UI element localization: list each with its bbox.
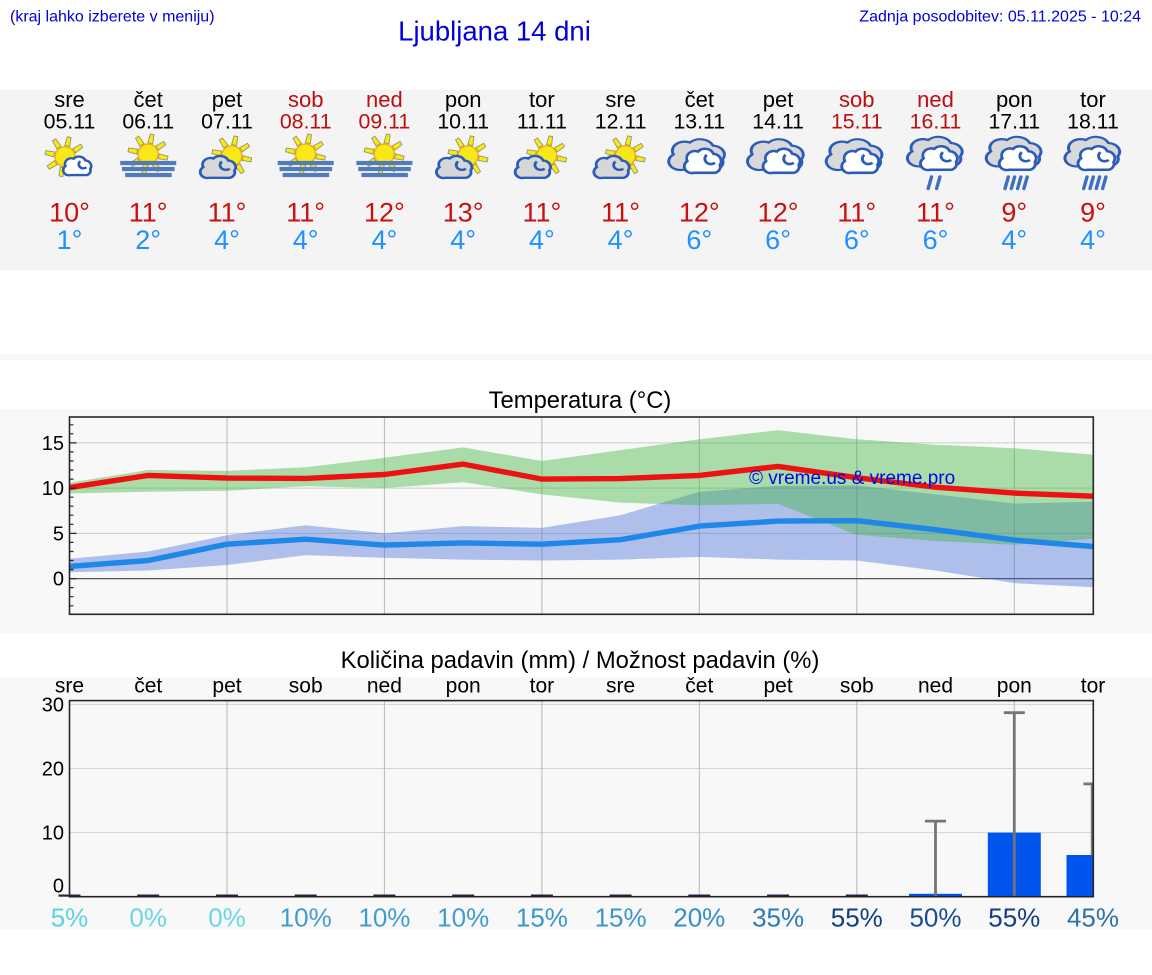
svg-text:9°: 9° [1001, 197, 1027, 227]
svg-text:6°: 6° [844, 225, 870, 255]
svg-text:čet: čet [685, 87, 714, 112]
svg-text:ned: ned [917, 87, 954, 112]
svg-text:55%: 55% [831, 903, 883, 933]
svg-text:pet: pet [212, 87, 243, 112]
svg-text:10: 10 [42, 823, 64, 845]
svg-text:20: 20 [42, 759, 64, 781]
svg-text:tor: tor [530, 675, 555, 698]
svg-text:10°: 10° [49, 197, 90, 227]
svg-text:sre: sre [605, 87, 636, 112]
svg-text:ned: ned [918, 675, 953, 698]
svg-text:13.11: 13.11 [673, 109, 725, 133]
svg-text:11°: 11° [601, 197, 640, 227]
svg-text:15: 15 [42, 433, 64, 455]
svg-text:Količina padavin (mm) / Možnos: Količina padavin (mm) / Možnost padavin … [341, 647, 820, 674]
svg-text:Ljubljana 14 dni: Ljubljana 14 dni [398, 16, 591, 47]
svg-text:pon: pon [997, 675, 1032, 698]
svg-text:Temperatura (°C): Temperatura (°C) [489, 387, 672, 414]
svg-text:10: 10 [42, 478, 64, 500]
svg-text:sre: sre [55, 675, 84, 698]
svg-text:0%: 0% [129, 903, 167, 933]
svg-text:4°: 4° [293, 225, 319, 255]
svg-text:ned: ned [366, 87, 403, 112]
svg-text:čet: čet [134, 675, 162, 698]
svg-text:(kraj lahko izberete v meniju): (kraj lahko izberete v meniju) [10, 9, 215, 26]
svg-text:4°: 4° [1001, 225, 1027, 255]
svg-text:45%: 45% [1067, 903, 1119, 933]
svg-text:07.11: 07.11 [201, 109, 253, 133]
svg-text:čet: čet [134, 87, 163, 112]
svg-text:35%: 35% [752, 903, 804, 933]
svg-text:6°: 6° [923, 225, 949, 255]
svg-text:20%: 20% [673, 903, 725, 933]
svg-text:5%: 5% [51, 903, 89, 933]
svg-text:12°: 12° [364, 197, 405, 227]
svg-text:pon: pon [996, 87, 1033, 112]
svg-text:pon: pon [446, 675, 481, 698]
svg-text:© vreme.us & vreme.pro: © vreme.us & vreme.pro [749, 468, 955, 489]
svg-text:sre: sre [606, 675, 635, 698]
svg-text:sob: sob [288, 87, 323, 112]
svg-text:06.11: 06.11 [122, 109, 174, 133]
svg-text:14.11: 14.11 [752, 109, 804, 133]
svg-text:4°: 4° [1080, 225, 1106, 255]
svg-text:pet: pet [212, 675, 241, 698]
svg-text:6°: 6° [686, 225, 712, 255]
svg-text:pet: pet [763, 87, 794, 112]
svg-text:12°: 12° [758, 197, 799, 227]
svg-text:11°: 11° [522, 197, 561, 227]
svg-text:6°: 6° [765, 225, 791, 255]
svg-text:4°: 4° [608, 225, 634, 255]
svg-text:15%: 15% [595, 903, 647, 933]
svg-text:17.11: 17.11 [988, 109, 1040, 133]
svg-text:0: 0 [53, 569, 64, 591]
svg-text:11°: 11° [286, 197, 325, 227]
svg-text:4°: 4° [529, 225, 555, 255]
svg-text:čet: čet [685, 675, 713, 698]
svg-text:15.11: 15.11 [831, 109, 883, 133]
svg-text:10%: 10% [358, 903, 410, 933]
svg-text:4°: 4° [450, 225, 476, 255]
svg-text:11.11: 11.11 [517, 109, 567, 133]
svg-text:tor: tor [529, 87, 555, 112]
svg-text:15%: 15% [516, 903, 568, 933]
svg-text:18.11: 18.11 [1067, 109, 1119, 133]
svg-text:08.11: 08.11 [280, 109, 332, 133]
svg-text:05.11: 05.11 [44, 109, 96, 133]
svg-text:sre: sre [54, 87, 85, 112]
svg-text:13°: 13° [443, 197, 484, 227]
svg-text:11°: 11° [837, 197, 876, 227]
svg-text:11°: 11° [208, 197, 247, 227]
svg-text:10.11: 10.11 [437, 109, 489, 133]
svg-text:10%: 10% [280, 903, 332, 933]
svg-text:4°: 4° [371, 225, 397, 255]
svg-text:10%: 10% [437, 903, 489, 933]
svg-text:30: 30 [42, 694, 64, 716]
svg-text:sob: sob [289, 675, 323, 698]
svg-text:pon: pon [445, 87, 482, 112]
svg-text:09.11: 09.11 [359, 109, 411, 133]
svg-text:11°: 11° [129, 197, 168, 227]
svg-text:12°: 12° [679, 197, 720, 227]
svg-text:0: 0 [53, 876, 64, 898]
svg-text:ned: ned [367, 675, 402, 698]
svg-text:11°: 11° [916, 197, 955, 227]
svg-text:50%: 50% [909, 903, 961, 933]
svg-text:16.11: 16.11 [910, 109, 962, 133]
svg-text:2°: 2° [135, 225, 161, 255]
svg-text:4°: 4° [214, 225, 240, 255]
svg-text:5: 5 [53, 523, 64, 545]
svg-text:0%: 0% [208, 903, 246, 933]
svg-text:pet: pet [763, 675, 792, 698]
svg-text:9°: 9° [1080, 197, 1106, 227]
svg-text:tor: tor [1080, 87, 1106, 112]
svg-text:Zadnja posodobitev: 05.11.2025: Zadnja posodobitev: 05.11.2025 - 10:24 [859, 9, 1141, 26]
svg-text:tor: tor [1081, 675, 1106, 698]
svg-text:sob: sob [839, 87, 874, 112]
svg-text:12.11: 12.11 [595, 109, 647, 133]
svg-text:55%: 55% [988, 903, 1040, 933]
svg-text:sob: sob [840, 675, 874, 698]
svg-text:1°: 1° [57, 225, 83, 255]
